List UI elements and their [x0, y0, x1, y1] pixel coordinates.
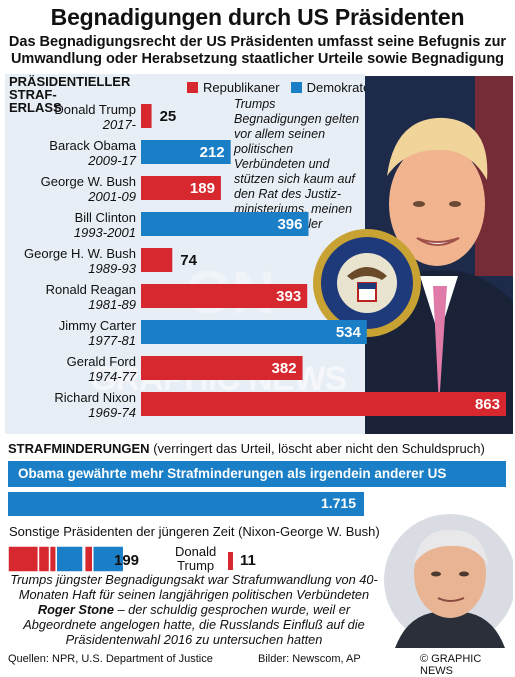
- others-bar-segment: [82, 545, 86, 573]
- obama-commutations-value: 1.715: [320, 495, 356, 511]
- legend: Republikaner Demokraten: [187, 80, 377, 95]
- trump-commutations-bar: [228, 552, 233, 570]
- others-bar-segment: [7, 545, 40, 573]
- sources: Quellen: NPR, U.S. Department of Justice: [8, 653, 213, 665]
- section-pardons-heading-line-2: ERLASS: [9, 100, 62, 115]
- stone-note-name: Roger Stone: [37, 602, 114, 617]
- trump-note: Trumps Begnadigungen gelten vor allem se…: [234, 97, 360, 231]
- page-title: Begnadigungen durch US Präsidenten: [50, 4, 465, 30]
- section-commutations-title: STRAFMINDERUNGEN: [8, 441, 150, 456]
- copyright: © GRAPHIC NEWS: [420, 653, 482, 677]
- watermark: GRAPHIC NEWS: [90, 360, 347, 398]
- others-bar-segment: [83, 545, 94, 573]
- stone-note-part-2: – der schuldig gesprochen wurde, weil er…: [23, 602, 365, 647]
- others-bar-segment: [55, 545, 84, 573]
- legend-democrat-label: Demokraten: [306, 80, 378, 95]
- others-bar-segment: [48, 545, 57, 573]
- legend-democrat-swatch: [290, 82, 302, 93]
- subtitle: Das Begnadigungsrecht der US Präsidenten…: [0, 34, 515, 68]
- trump-commutations-label-line-2: Trump: [177, 558, 215, 573]
- obama-commutations-bar: 1.715: [8, 492, 364, 516]
- roger-stone-photo: [380, 508, 513, 648]
- stone-note: Trumps jüngster Begnadigungsakt war Stra…: [8, 572, 380, 647]
- section-commutations-note: (verringert das Urteil, löscht aber nich…: [153, 441, 485, 456]
- stone-note-part-1: Trumps jüngster Begnadigungsakt war Stra…: [10, 572, 378, 602]
- images-credit: Bilder: Newscom, AP: [258, 653, 361, 665]
- others-label: Sonstige Präsidenten der jüngeren Zeit (…: [9, 524, 380, 539]
- others-bar-segment: [37, 545, 51, 573]
- section-pardons-heading: PRÄSIDENTIELLER STRAF- ERLASS: [9, 75, 179, 114]
- doj-seal-image: [312, 228, 422, 338]
- section-pardons-heading-line-1: PRÄSIDENTIELLER STRAF-: [9, 74, 131, 102]
- others-total-value: 199: [114, 552, 140, 569]
- obama-banner: Obama gewährte mehr Strafminderungen als…: [8, 461, 506, 507]
- subtitle-line-2: Umwandlung oder Herabsetzung staatlicher…: [10, 51, 505, 67]
- watermark-gn: GN: [185, 259, 275, 326]
- legend-republican-label: Republikaner: [203, 80, 280, 95]
- section-commutations-heading: STRAFMINDERUNGEN (verringert das Urteil,…: [8, 441, 513, 456]
- legend-republican-swatch: [187, 82, 198, 93]
- trump-commutations-label-line-1: Donald: [175, 544, 217, 559]
- subtitle-line-1: Das Begnadigungsrecht der US Präsidenten…: [8, 34, 507, 50]
- trump-commutations-value: 11: [240, 552, 256, 569]
- trump-commutations-label: Donald Trump: [175, 545, 216, 573]
